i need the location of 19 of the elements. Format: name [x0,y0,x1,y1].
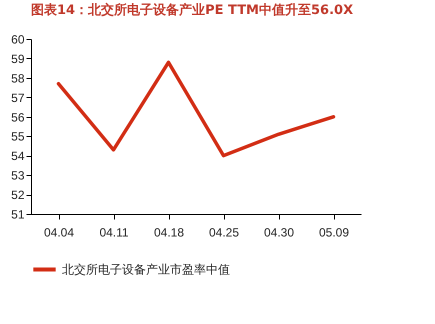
y-tick-label: 51 [11,208,25,222]
line-series [56,60,336,158]
y-tick-label: 57 [11,90,25,105]
y-tick-label: 54 [11,149,25,164]
y-tick-label: 58 [11,71,25,86]
y-tick-label: 52 [11,188,25,202]
y-tick-label: 59 [11,52,25,66]
x-tick-label: 04.04 [44,226,74,240]
chart-title: 图表14：北交所电子设备产业PE TTM中值升至56.0X [31,2,354,18]
x-tick-label: 04.11 [99,226,129,240]
x-tick-label: 04.30 [264,226,294,240]
y-tick-label: 55 [11,130,25,144]
y-tick-label: 56 [11,110,25,124]
x-tick-label: 04.25 [208,226,240,240]
x-tick-label: 05.09 [318,226,350,240]
y-tick-label: 53 [11,168,25,183]
legend-label: 北交所电子设备产业市盈率中值 [62,262,230,276]
y-tick-label: 60 [11,32,25,46]
x-tick-label: 04.18 [154,226,184,240]
